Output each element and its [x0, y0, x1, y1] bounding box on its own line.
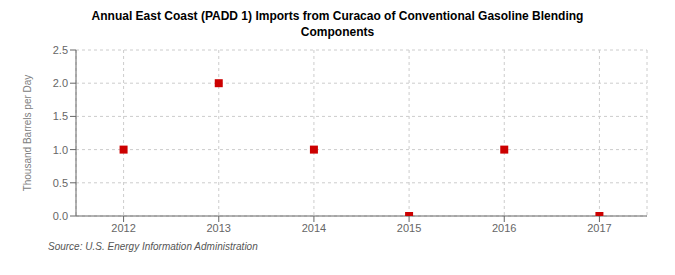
svg-text:Thousand Barrels per Day: Thousand Barrels per Day — [22, 75, 33, 192]
svg-text:2016: 2016 — [492, 222, 516, 234]
svg-text:2017: 2017 — [587, 222, 611, 234]
svg-text:2012: 2012 — [111, 222, 135, 234]
svg-text:2.5: 2.5 — [53, 44, 68, 56]
svg-text:2013: 2013 — [207, 222, 231, 234]
svg-text:1.5: 1.5 — [53, 110, 68, 122]
svg-text:0.0: 0.0 — [53, 210, 68, 222]
svg-text:2015: 2015 — [397, 222, 421, 234]
svg-text:1.0: 1.0 — [53, 144, 68, 156]
svg-text:2014: 2014 — [302, 222, 326, 234]
html-text:Source: U.S. Energy Informatio: Source: U.S. Energy Information Administ… — [48, 241, 258, 252]
svg-text:2.0: 2.0 — [53, 77, 68, 89]
html-text:Components: Components — [300, 25, 375, 39]
svg-text:0.5: 0.5 — [53, 177, 68, 189]
html-text:Annual East Coast (PADD 1) Imp: Annual East Coast (PADD 1) Imports from … — [91, 9, 584, 23]
